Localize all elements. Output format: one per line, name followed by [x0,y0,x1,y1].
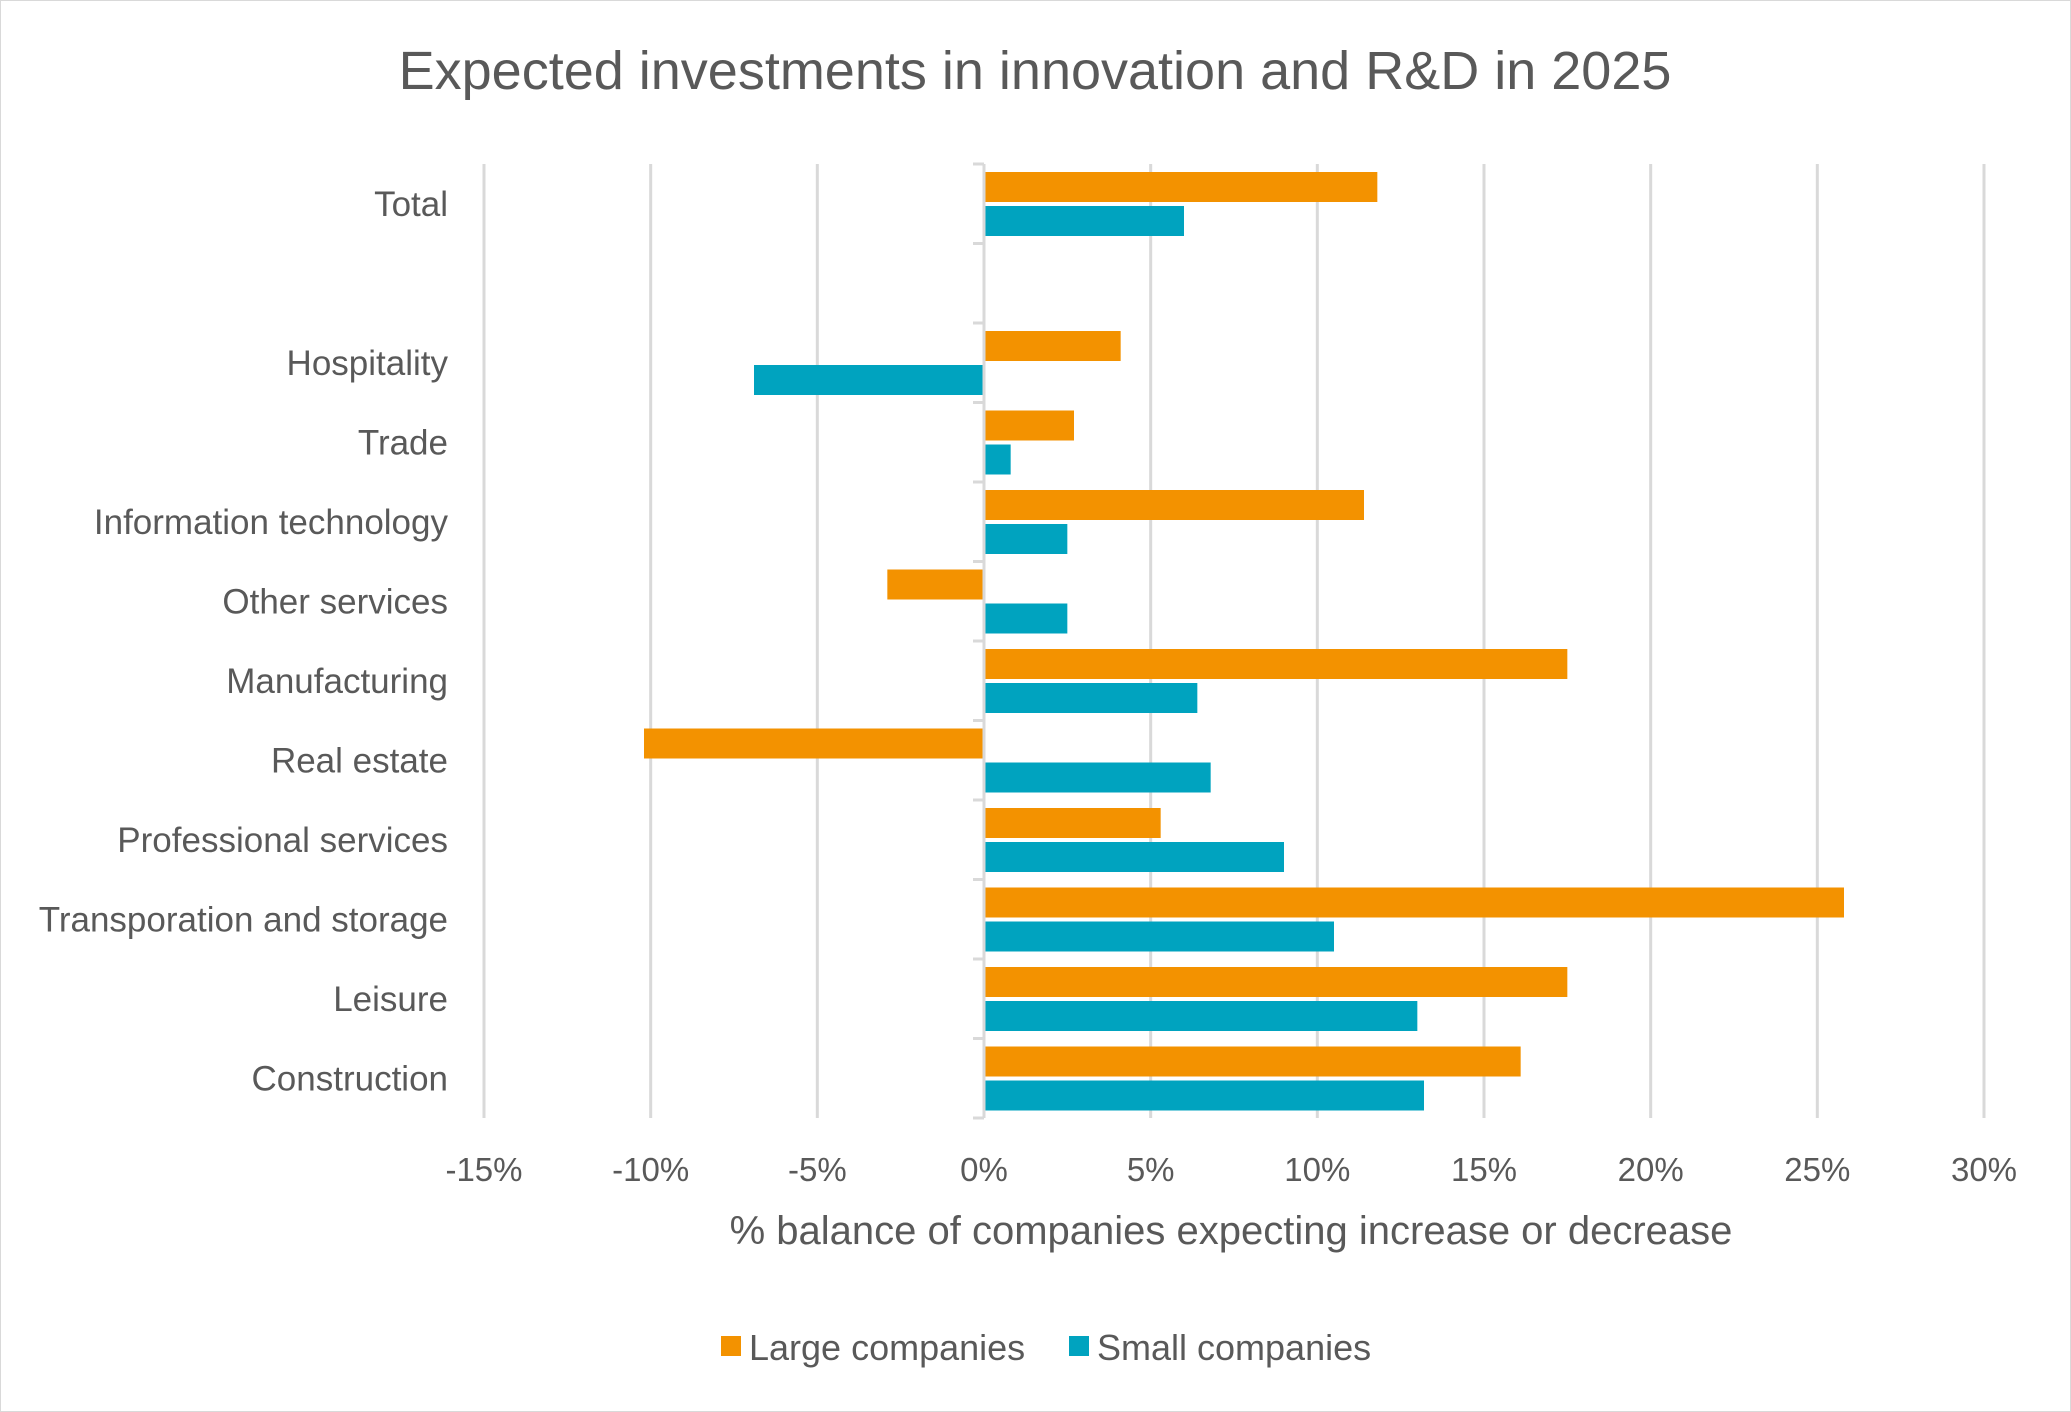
legend-swatch-small-companies [1069,1336,1089,1356]
category-label-hospitality: Hospitality [287,344,449,383]
legend-label-small-companies: Small companies [1097,1327,1371,1368]
x-tick-label: 15% [1451,1151,1517,1188]
category-label-total: Total [374,185,448,224]
bar-small-companies-real-estate [984,762,1211,793]
category-axis [973,162,986,1120]
bar-small-companies-manufacturing [984,683,1198,713]
x-tick-label: 30% [1951,1151,2017,1188]
bar-large-companies-other-services [887,569,984,600]
bar-small-companies-professional-services [984,842,1284,872]
bar-small-companies-leisure [984,1001,1418,1031]
bar-large-companies-construction [984,1046,1521,1077]
bar-small-companies-transporation-and-storage [984,921,1334,952]
category-label-manufacturing: Manufacturing [226,662,448,701]
bar-large-companies-real-estate [644,728,984,759]
gridlines [482,164,1986,1118]
category-label-trade: Trade [358,423,448,462]
bar-small-companies-trade [984,444,1011,475]
bar-large-companies-professional-services [984,808,1161,838]
bar-large-companies-total [984,172,1378,202]
x-tick-labels: -15% -10% -5% 0% 5% 10% 15% 20% 25% 30% [445,1151,2017,1188]
x-tick-label: -10% [612,1151,689,1188]
bar-large-companies-information-technology [984,490,1364,520]
bar-small-companies-hospitality [754,365,984,395]
bar-small-companies-information-technology [984,524,1068,554]
x-tick-label: -15% [445,1151,522,1188]
bar-large-companies-transporation-and-storage [984,887,1844,918]
bar-small-companies-construction [984,1080,1424,1111]
category-label-transporation-and-storage: Transporation and storage [39,900,448,939]
category-label-leisure: Leisure [333,980,448,1019]
bars [644,172,1844,1111]
category-label-construction: Construction [252,1059,448,1098]
category-label-professional-services: Professional services [117,821,448,860]
bar-large-companies-manufacturing [984,649,1568,679]
bar-large-companies-leisure [984,967,1568,997]
x-tick-label: 25% [1784,1151,1850,1188]
category-labels: Total Hospitality Trade Information technol… [39,185,449,1099]
bar-small-companies-total [984,206,1184,236]
chart-title: Expected investments in innovation and R… [399,41,1672,101]
x-tick-label: 10% [1284,1151,1350,1188]
bar-small-companies-other-services [984,603,1068,634]
x-tick-label: 20% [1618,1151,1684,1188]
legend: Large companies Small companies [721,1327,1371,1368]
bar-large-companies-hospitality [984,331,1121,361]
bar-large-companies-trade [984,410,1074,441]
x-tick-label: 0% [960,1151,1008,1188]
category-label-real-estate: Real estate [271,741,448,780]
legend-label-large-companies: Large companies [749,1327,1025,1368]
x-tick-label: 5% [1127,1151,1175,1188]
category-label-information-technology: Information technology [94,503,449,542]
category-label-other-services: Other services [222,582,448,621]
legend-swatch-large-companies [721,1336,741,1356]
x-axis-label: % balance of companies expecting increas… [730,1209,1733,1253]
x-tick-label: -5% [788,1151,847,1188]
